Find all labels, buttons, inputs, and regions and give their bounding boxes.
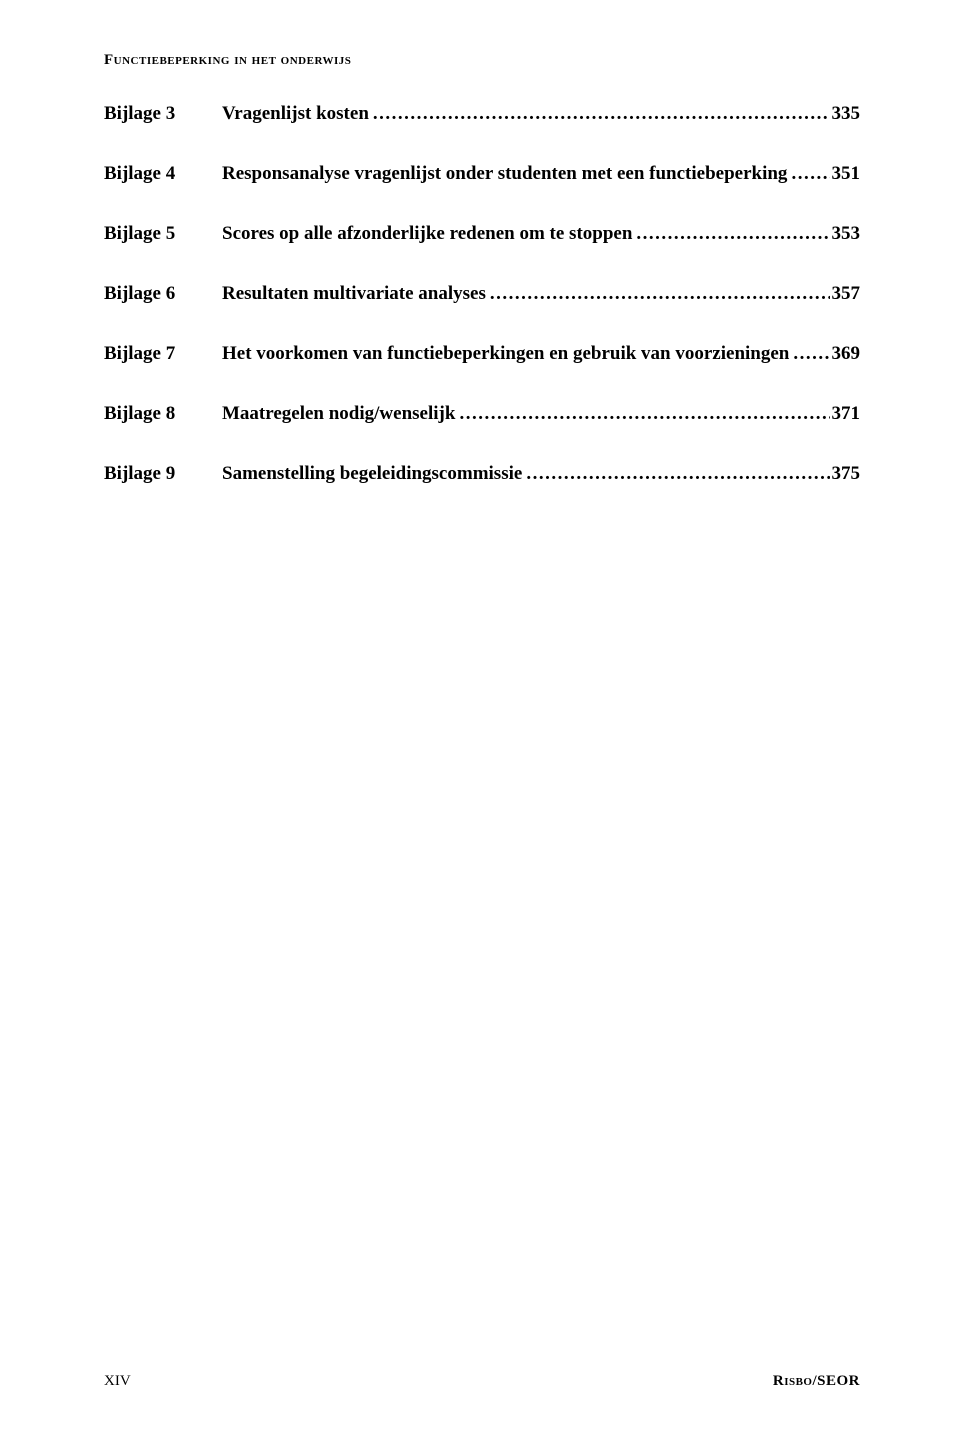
toc-row: Bijlage 8 Maatregelen nodig/wenselijk 37… xyxy=(104,403,860,425)
toc-label: Bijlage 9 xyxy=(104,463,222,485)
toc-title: Scores op alle afzonderlijke redenen om … xyxy=(222,223,632,245)
document-page: Functiebeperking in het onderwijs Bijlag… xyxy=(0,0,960,1440)
toc-page: 371 xyxy=(830,403,861,425)
toc-label: Bijlage 5 xyxy=(104,223,222,245)
toc-title: Maatregelen nodig/wenselijk xyxy=(222,403,455,425)
toc-title: Vragenlijst kosten xyxy=(222,103,369,125)
toc-label: Bijlage 8 xyxy=(104,403,222,425)
toc-row: Bijlage 7 Het voorkomen van functiebeper… xyxy=(104,343,860,365)
toc-title: Responsanalyse vragenlijst onder student… xyxy=(222,163,787,185)
toc-title: Samenstelling begeleidingscommissie xyxy=(222,463,522,485)
toc-leader xyxy=(455,403,829,425)
toc-leader xyxy=(486,283,830,305)
toc-label: Bijlage 4 xyxy=(104,163,222,185)
toc-title: Resultaten multivariate analyses xyxy=(222,283,486,305)
toc-leader xyxy=(789,343,829,365)
footer-publisher: Risbo/SEOR xyxy=(773,1373,860,1390)
toc-leader xyxy=(369,103,830,125)
toc-page: 369 xyxy=(830,343,861,365)
toc-row: Bijlage 4 Responsanalyse vragenlijst ond… xyxy=(104,163,860,185)
toc-row: Bijlage 3 Vragenlijst kosten 335 xyxy=(104,103,860,125)
running-head: Functiebeperking in het onderwijs xyxy=(104,52,860,69)
toc-page: 353 xyxy=(830,223,861,245)
toc-label: Bijlage 7 xyxy=(104,343,222,365)
toc-leader xyxy=(787,163,829,185)
toc-title: Het voorkomen van functiebeperkingen en … xyxy=(222,343,789,365)
toc-label: Bijlage 3 xyxy=(104,103,222,125)
toc-row: Bijlage 5 Scores op alle afzonderlijke r… xyxy=(104,223,860,245)
toc-row: Bijlage 6 Resultaten multivariate analys… xyxy=(104,283,860,305)
toc-page: 357 xyxy=(830,283,861,305)
table-of-contents: Bijlage 3 Vragenlijst kosten 335 Bijlage… xyxy=(104,103,860,485)
toc-page: 375 xyxy=(830,463,861,485)
toc-page: 351 xyxy=(830,163,861,185)
toc-leader xyxy=(632,223,829,245)
toc-row: Bijlage 9 Samenstelling begeleidingscomm… xyxy=(104,463,860,485)
page-footer: XIV Risbo/SEOR xyxy=(104,1373,860,1390)
toc-leader xyxy=(522,463,829,485)
footer-page-number: XIV xyxy=(104,1373,131,1390)
toc-page: 335 xyxy=(830,103,861,125)
toc-label: Bijlage 6 xyxy=(104,283,222,305)
